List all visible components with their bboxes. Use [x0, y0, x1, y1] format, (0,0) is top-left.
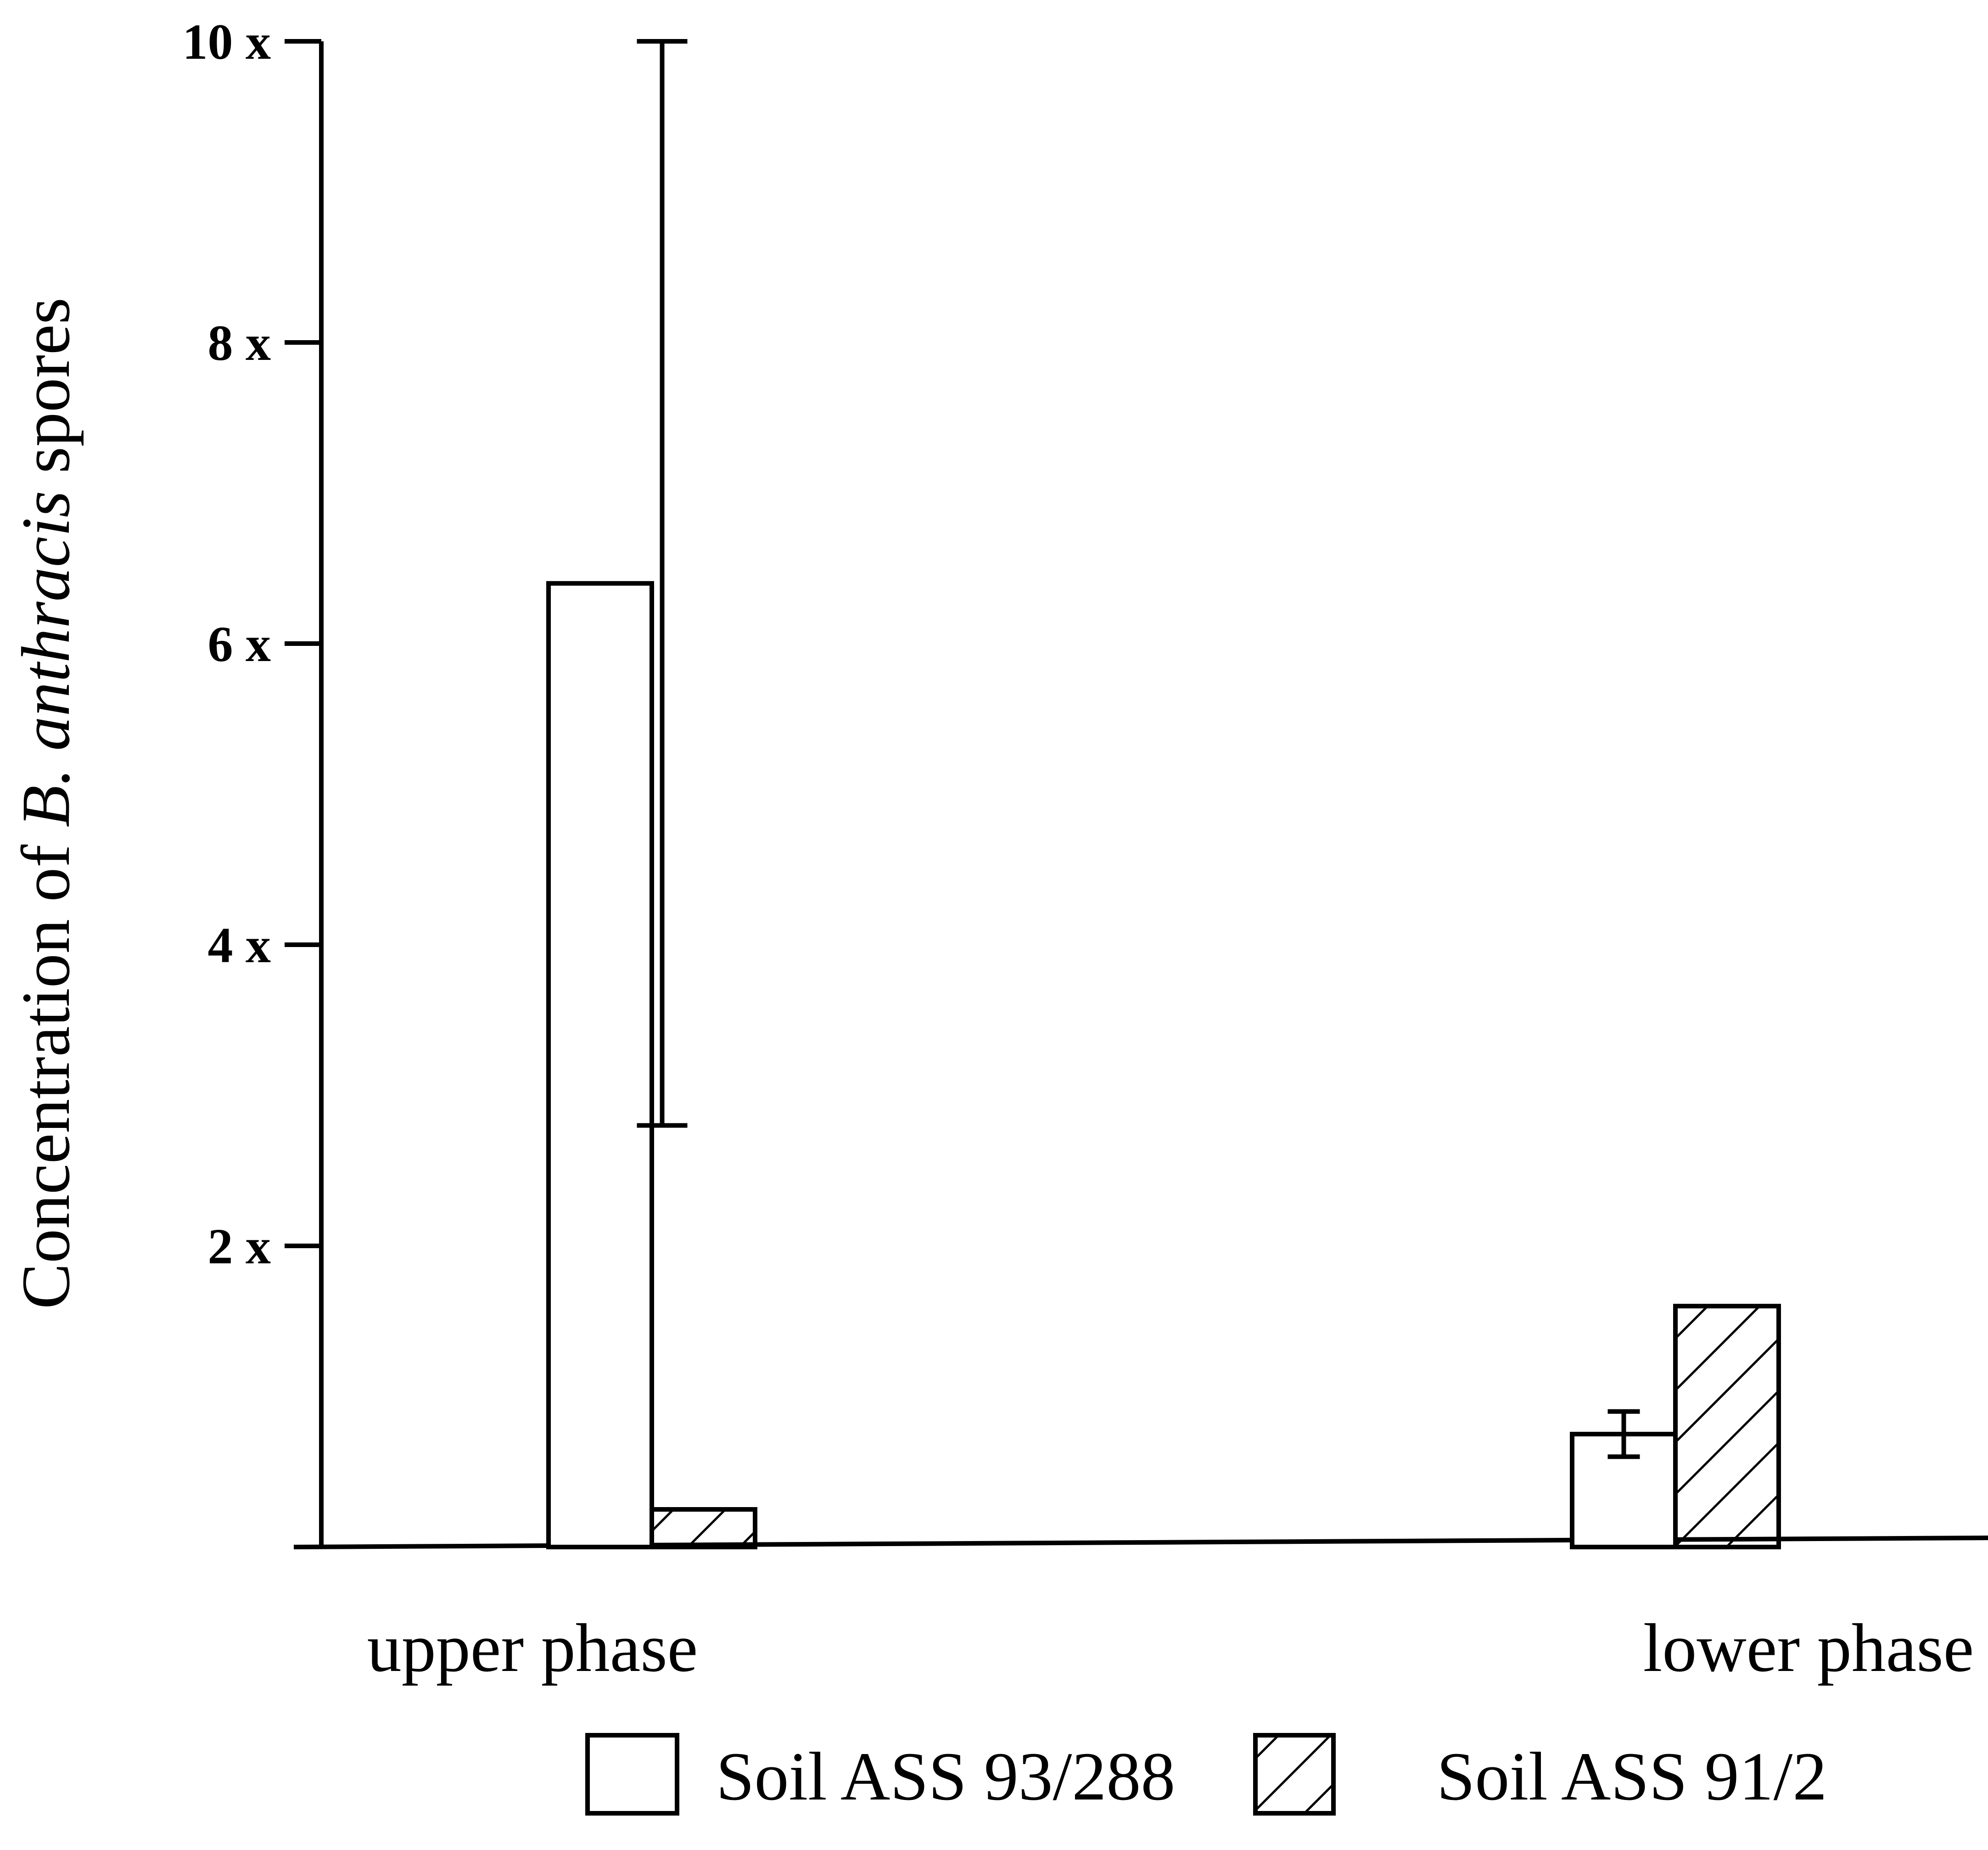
legend-label: Soil ASS 93/288 — [716, 1738, 1175, 1815]
y-axis-title-prefix: Concentration of — [8, 827, 84, 1309]
y-axis-title: Concentration of B. anthracis spores — [8, 297, 84, 1309]
x-category-label: upper phase — [367, 1610, 698, 1686]
legend-swatch-hatched — [1253, 1733, 1336, 1816]
legend-swatch-open — [585, 1733, 679, 1816]
y-tick-label: 4 x — [208, 917, 271, 973]
legend-label: Soil ASS 91/2 — [1437, 1738, 1827, 1815]
bar-hatched — [1673, 1304, 1781, 1549]
y-axis-title-italic: B. anthracis — [8, 491, 84, 827]
bar-open — [546, 581, 654, 1549]
y-tick-label: 8 x — [208, 315, 271, 371]
x-category-label: lower phase — [1643, 1610, 1974, 1686]
y-axis-title-suffix: spores — [8, 297, 84, 491]
y-tick-label: 10 x — [183, 14, 271, 70]
y-tick-label: 6 x — [208, 616, 271, 672]
bar-hatched — [650, 1507, 757, 1549]
y-tick-label: 2 x — [208, 1218, 271, 1274]
